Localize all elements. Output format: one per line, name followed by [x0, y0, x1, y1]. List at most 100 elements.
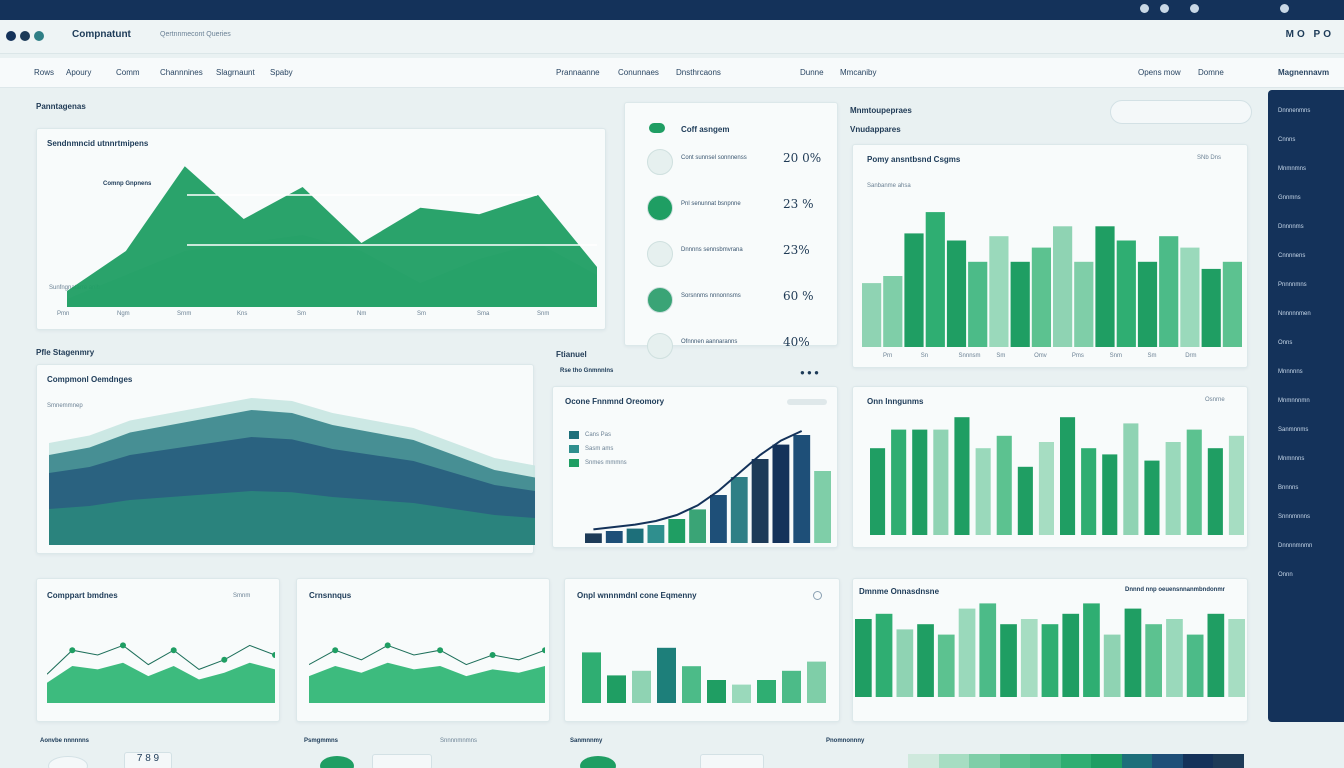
window-dot-icon[interactable]	[6, 31, 16, 41]
user-icon[interactable]	[1140, 4, 1149, 13]
sidebar-item[interactable]: Mnnnnns	[1278, 369, 1303, 375]
bar	[917, 624, 934, 697]
bell-icon[interactable]	[1160, 4, 1169, 13]
sidebar-item[interactable]: Sanmnnms	[1278, 427, 1309, 433]
window-dot-icon[interactable]	[34, 31, 44, 41]
heat-cell	[969, 754, 1000, 768]
sidebar-item[interactable]: Pnnnnmns	[1278, 282, 1307, 288]
sidebar-item[interactable]: Cnnnnens	[1278, 253, 1306, 259]
info-icon[interactable]	[813, 591, 822, 600]
heat-cell	[908, 754, 939, 768]
card-badge[interactable]: Osnrne	[1205, 397, 1225, 403]
kpi-name: Cont sunnsel sonnnenss	[681, 155, 747, 161]
mini-toolbar[interactable]	[700, 754, 764, 768]
data-point	[120, 642, 126, 649]
x-tick-label: Sn	[920, 353, 929, 359]
nav-item[interactable]: Dnsthrcaons	[676, 68, 721, 77]
bar	[862, 283, 882, 347]
bottom-label: Snnnnmnmns	[440, 738, 478, 744]
bar	[1041, 624, 1059, 697]
nav-item[interactable]: Slagrnaunt	[216, 68, 255, 77]
more-icon[interactable]: ● ● ●	[800, 368, 819, 377]
bar	[1031, 247, 1051, 347]
toggle-switch[interactable]	[787, 399, 827, 405]
app-bar: Compnatunt Qertnnmecont Queries MO PO	[0, 20, 1344, 54]
nav-item[interactable]: Domne	[1198, 68, 1224, 77]
nav-item[interactable]: Conunnaes	[618, 68, 659, 77]
bar	[968, 261, 988, 347]
nav-item[interactable]: Dunne	[800, 68, 824, 77]
card-badge[interactable]: Smnm	[233, 593, 251, 599]
nav-item[interactable]: Rows	[34, 68, 55, 77]
kpi-card: Coff asngem Cont sunnsel sonnnenss 20 0% P…	[624, 102, 838, 359]
card-title: Compmonl Oemdnges	[47, 375, 133, 384]
kpi-row[interactable]: Pnl senunnat bsnpnne 23 %	[625, 191, 825, 231]
settings-icon[interactable]	[1190, 4, 1199, 13]
nav-item[interactable]: Prannaanne	[556, 68, 600, 77]
mini-toolbar[interactable]	[372, 754, 432, 768]
sidebar-item[interactable]: Dnnnnmnmn	[1278, 543, 1313, 549]
sidebar-item[interactable]: Dnnnenmns	[1278, 108, 1311, 114]
bar	[975, 448, 991, 535]
small-area-1-chart	[47, 642, 275, 703]
x-tick-label: Drm	[1185, 353, 1197, 359]
bar	[1020, 619, 1038, 697]
dial-icon[interactable]	[48, 756, 88, 768]
kpi-row[interactable]: Cont sunnsel sonnnenss 20 0%	[625, 145, 825, 185]
bar	[946, 240, 967, 347]
bar	[1145, 624, 1162, 697]
bar	[626, 528, 644, 543]
nav-bar: Rows Apoury Comm Channnines Slagrnaunt S…	[0, 58, 1344, 88]
bar	[793, 435, 811, 543]
window-controls[interactable]: MO PO	[1285, 29, 1334, 40]
kpi-row[interactable]: Dnnnns sennsbmvrana 23%	[625, 237, 825, 277]
x-tick-label: Snm	[537, 311, 550, 317]
sidebar-item[interactable]: Onnn	[1278, 572, 1293, 578]
data-point	[542, 647, 545, 654]
card-badge[interactable]: SNb Dns	[1197, 155, 1222, 161]
sidebar-item[interactable]: Snnnmnnns	[1278, 514, 1311, 520]
kpi-row[interactable]: Sorsnnms nnnonnsms 60 %	[625, 283, 825, 323]
data-point	[384, 642, 391, 649]
bar	[979, 603, 997, 697]
sidebar-item[interactable]: Mnmnmns	[1278, 166, 1307, 172]
stepper[interactable]: 7 8 9	[124, 752, 172, 768]
kpi-value: 20 0%	[783, 151, 822, 165]
search-input[interactable]	[1110, 100, 1252, 124]
nav-item[interactable]: Opens mow	[1138, 68, 1181, 77]
heat-cell	[938, 754, 970, 768]
sidebar-item[interactable]: Mnmnnns	[1278, 456, 1305, 462]
nav-item[interactable]: Mmcaniby	[840, 68, 877, 77]
sidebar-item[interactable]: Onns	[1278, 340, 1293, 346]
bar	[870, 448, 886, 535]
sidebar-item[interactable]: Cnnns	[1278, 137, 1296, 143]
bar	[1186, 429, 1202, 535]
window-dot-icon[interactable]	[20, 31, 30, 41]
growth-chart	[585, 430, 831, 543]
kpi-row[interactable]: Ofnnnen aannaranns 40%	[625, 329, 825, 369]
leaf-icon	[649, 123, 665, 133]
sidebar-item[interactable]: Gnnmns	[1278, 195, 1301, 201]
sidebar-item[interactable]: Dnnnnms	[1278, 224, 1304, 230]
nav-item[interactable]: Magnennavm	[1278, 68, 1330, 77]
sidebar-item[interactable]: Bnnnns	[1278, 485, 1299, 491]
nav-item[interactable]: Comm	[116, 68, 140, 77]
bar	[1053, 226, 1073, 347]
legend-swatch	[569, 459, 579, 467]
bar	[937, 634, 955, 697]
heat-cell	[1152, 754, 1183, 768]
series-line	[47, 644, 275, 675]
small-area-2-card: Crnsnnqus	[296, 578, 550, 722]
area-main-card: Sendnmncid utnnrtmipens Comnp Gnpnens Su…	[36, 128, 606, 330]
section-label: Mnmtoupepraes	[850, 106, 912, 115]
legend: Cans Pas Sasm ams Snmes mmmns	[569, 431, 627, 467]
kpi-circle-icon	[647, 195, 673, 221]
nav-item[interactable]: Spaby	[270, 68, 293, 77]
sidebar-item[interactable]: Nnnnnnmen	[1278, 311, 1311, 317]
data-point	[69, 647, 76, 654]
menu-icon[interactable]	[1280, 4, 1289, 13]
sidebar-item[interactable]: Mnmnnnmn	[1278, 398, 1310, 404]
data-point	[332, 647, 339, 654]
nav-item[interactable]: Channnines	[160, 68, 203, 77]
nav-item[interactable]: Apoury	[66, 68, 92, 77]
